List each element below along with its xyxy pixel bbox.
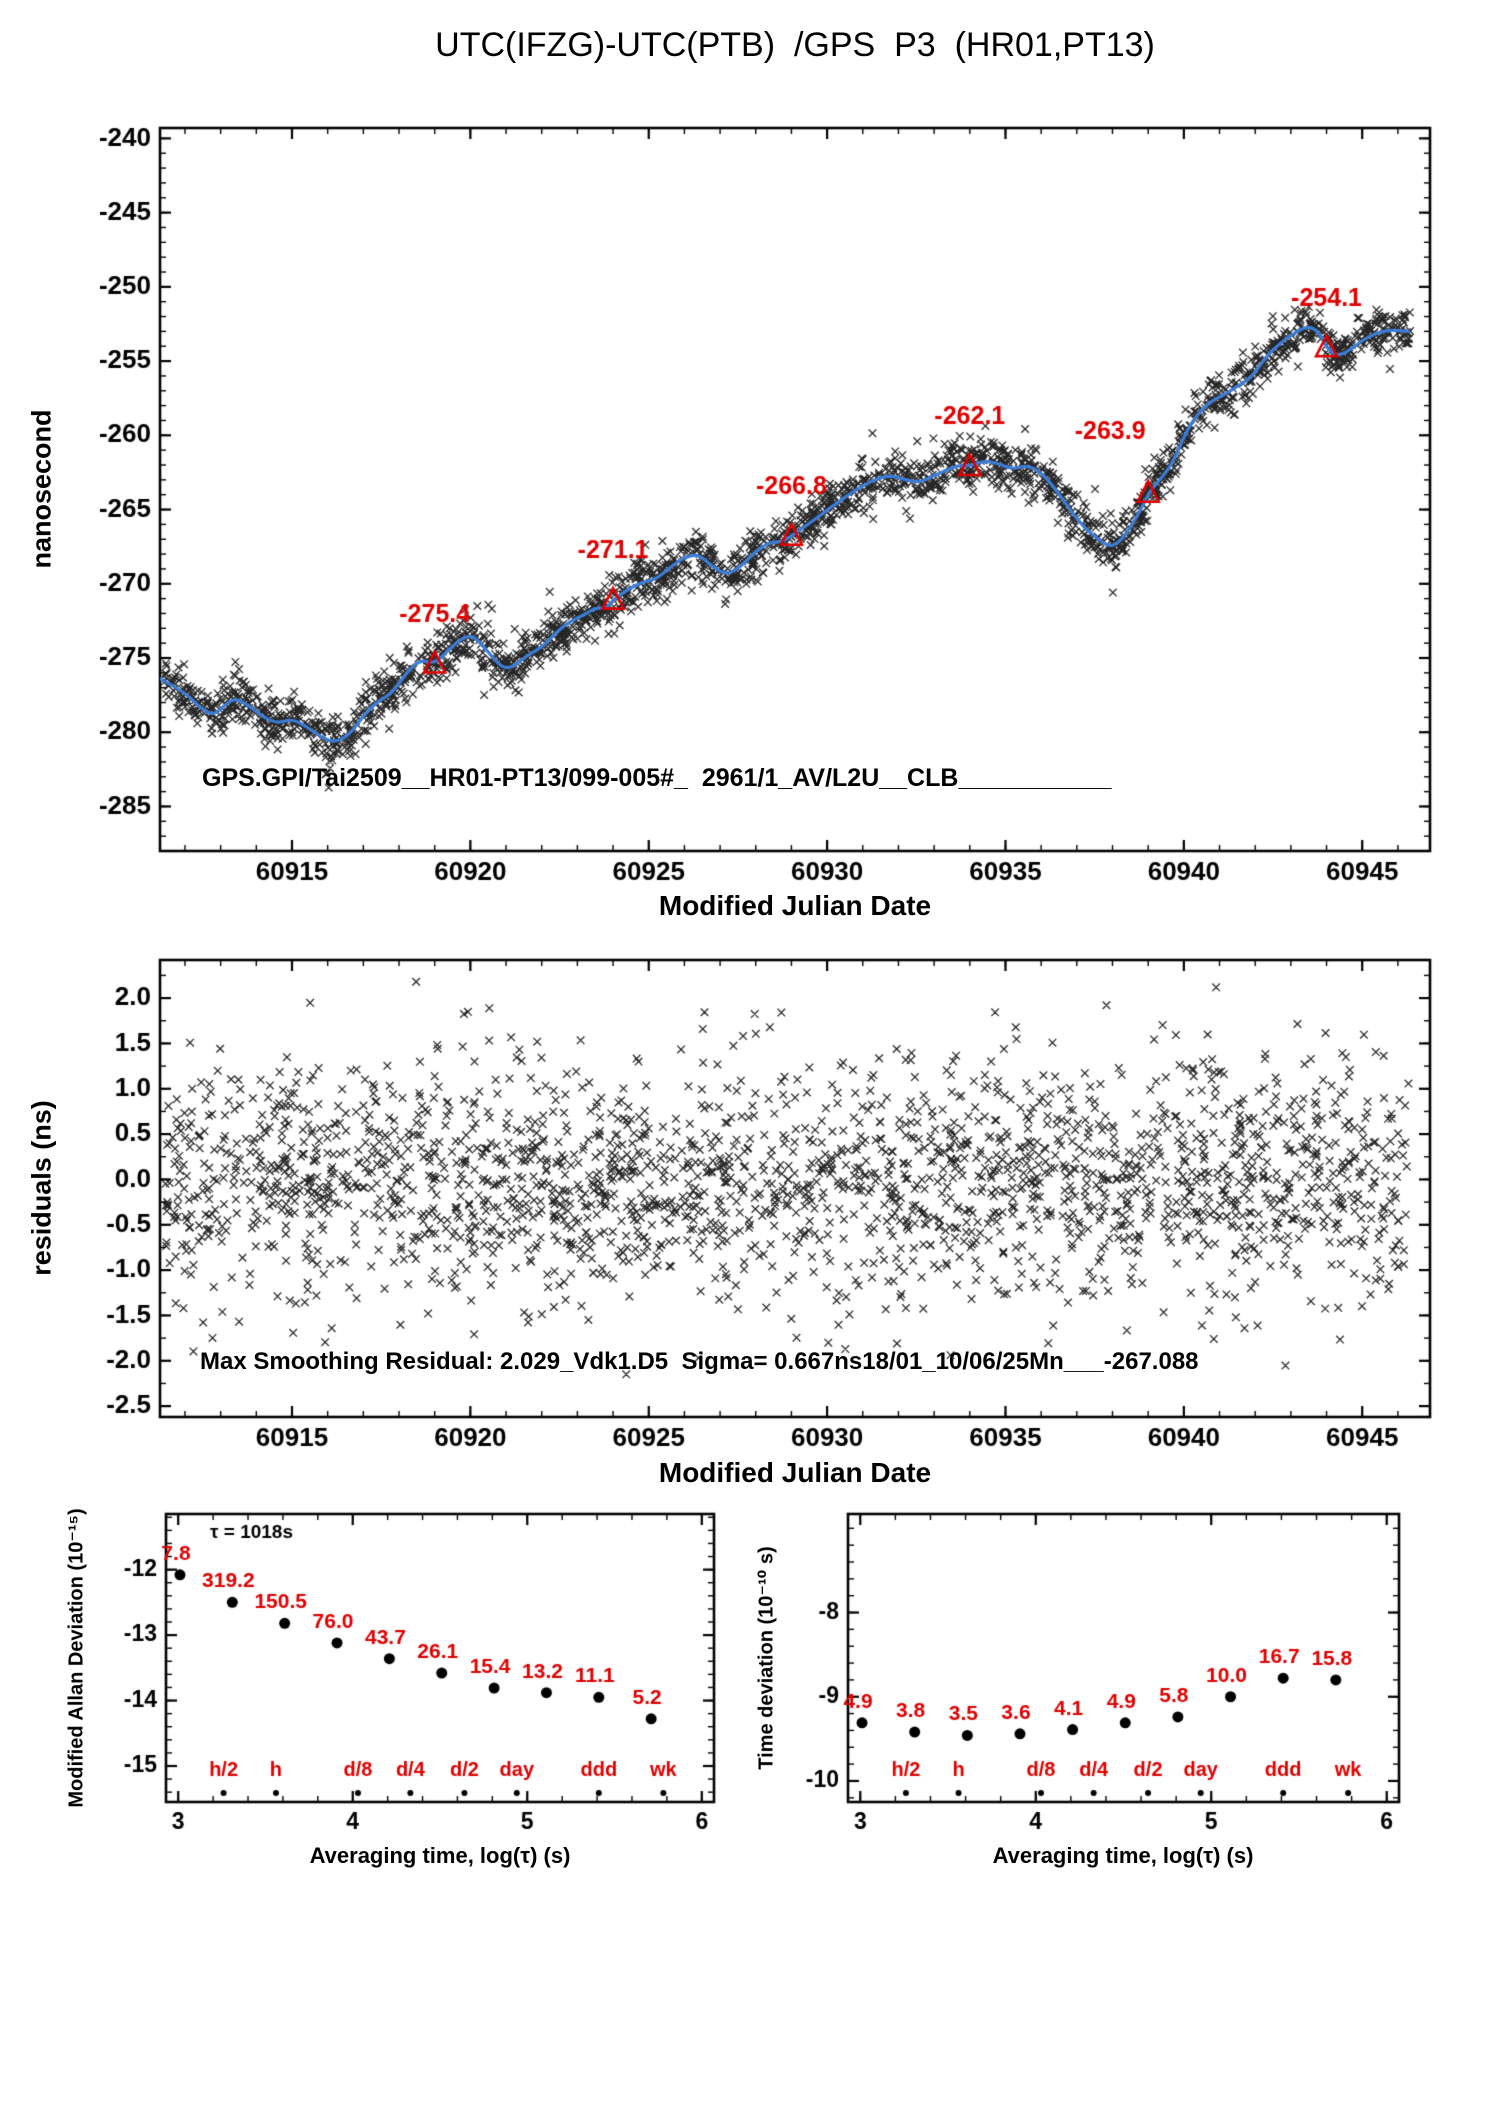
residuals-annotation: Max Smoothing Residual: 2.029_Vdk1.D5 Si…	[200, 1348, 1199, 1375]
residuals-x-axis-label: Modified Julian Date	[658, 1457, 932, 1488]
residuals-y-axis-label: residuals (ns)	[26, 1100, 57, 1276]
phase-x-axis-label: Modified Julian Date	[658, 890, 932, 921]
page-title: UTC(IFZG)-UTC(PTB) /GPS P3 (HR01,PT13)	[435, 26, 1155, 64]
mdev-y-axis-label: Modified Allan Deviation (10⁻¹⁵)	[65, 1508, 88, 1808]
phase-annotation: GPS.GPI/Tai2509__HR01-PT13/099-005#_ 296…	[202, 764, 1112, 792]
tdev-y-axis-label: Time deviation (10⁻¹⁰ s)	[755, 1546, 778, 1770]
tdev-x-axis-label: Averaging time, log(τ) (s)	[992, 1843, 1254, 1868]
phase-y-axis-label: nanosecond	[26, 409, 57, 569]
mdev-x-axis-label: Averaging time, log(τ) (s)	[309, 1843, 571, 1868]
